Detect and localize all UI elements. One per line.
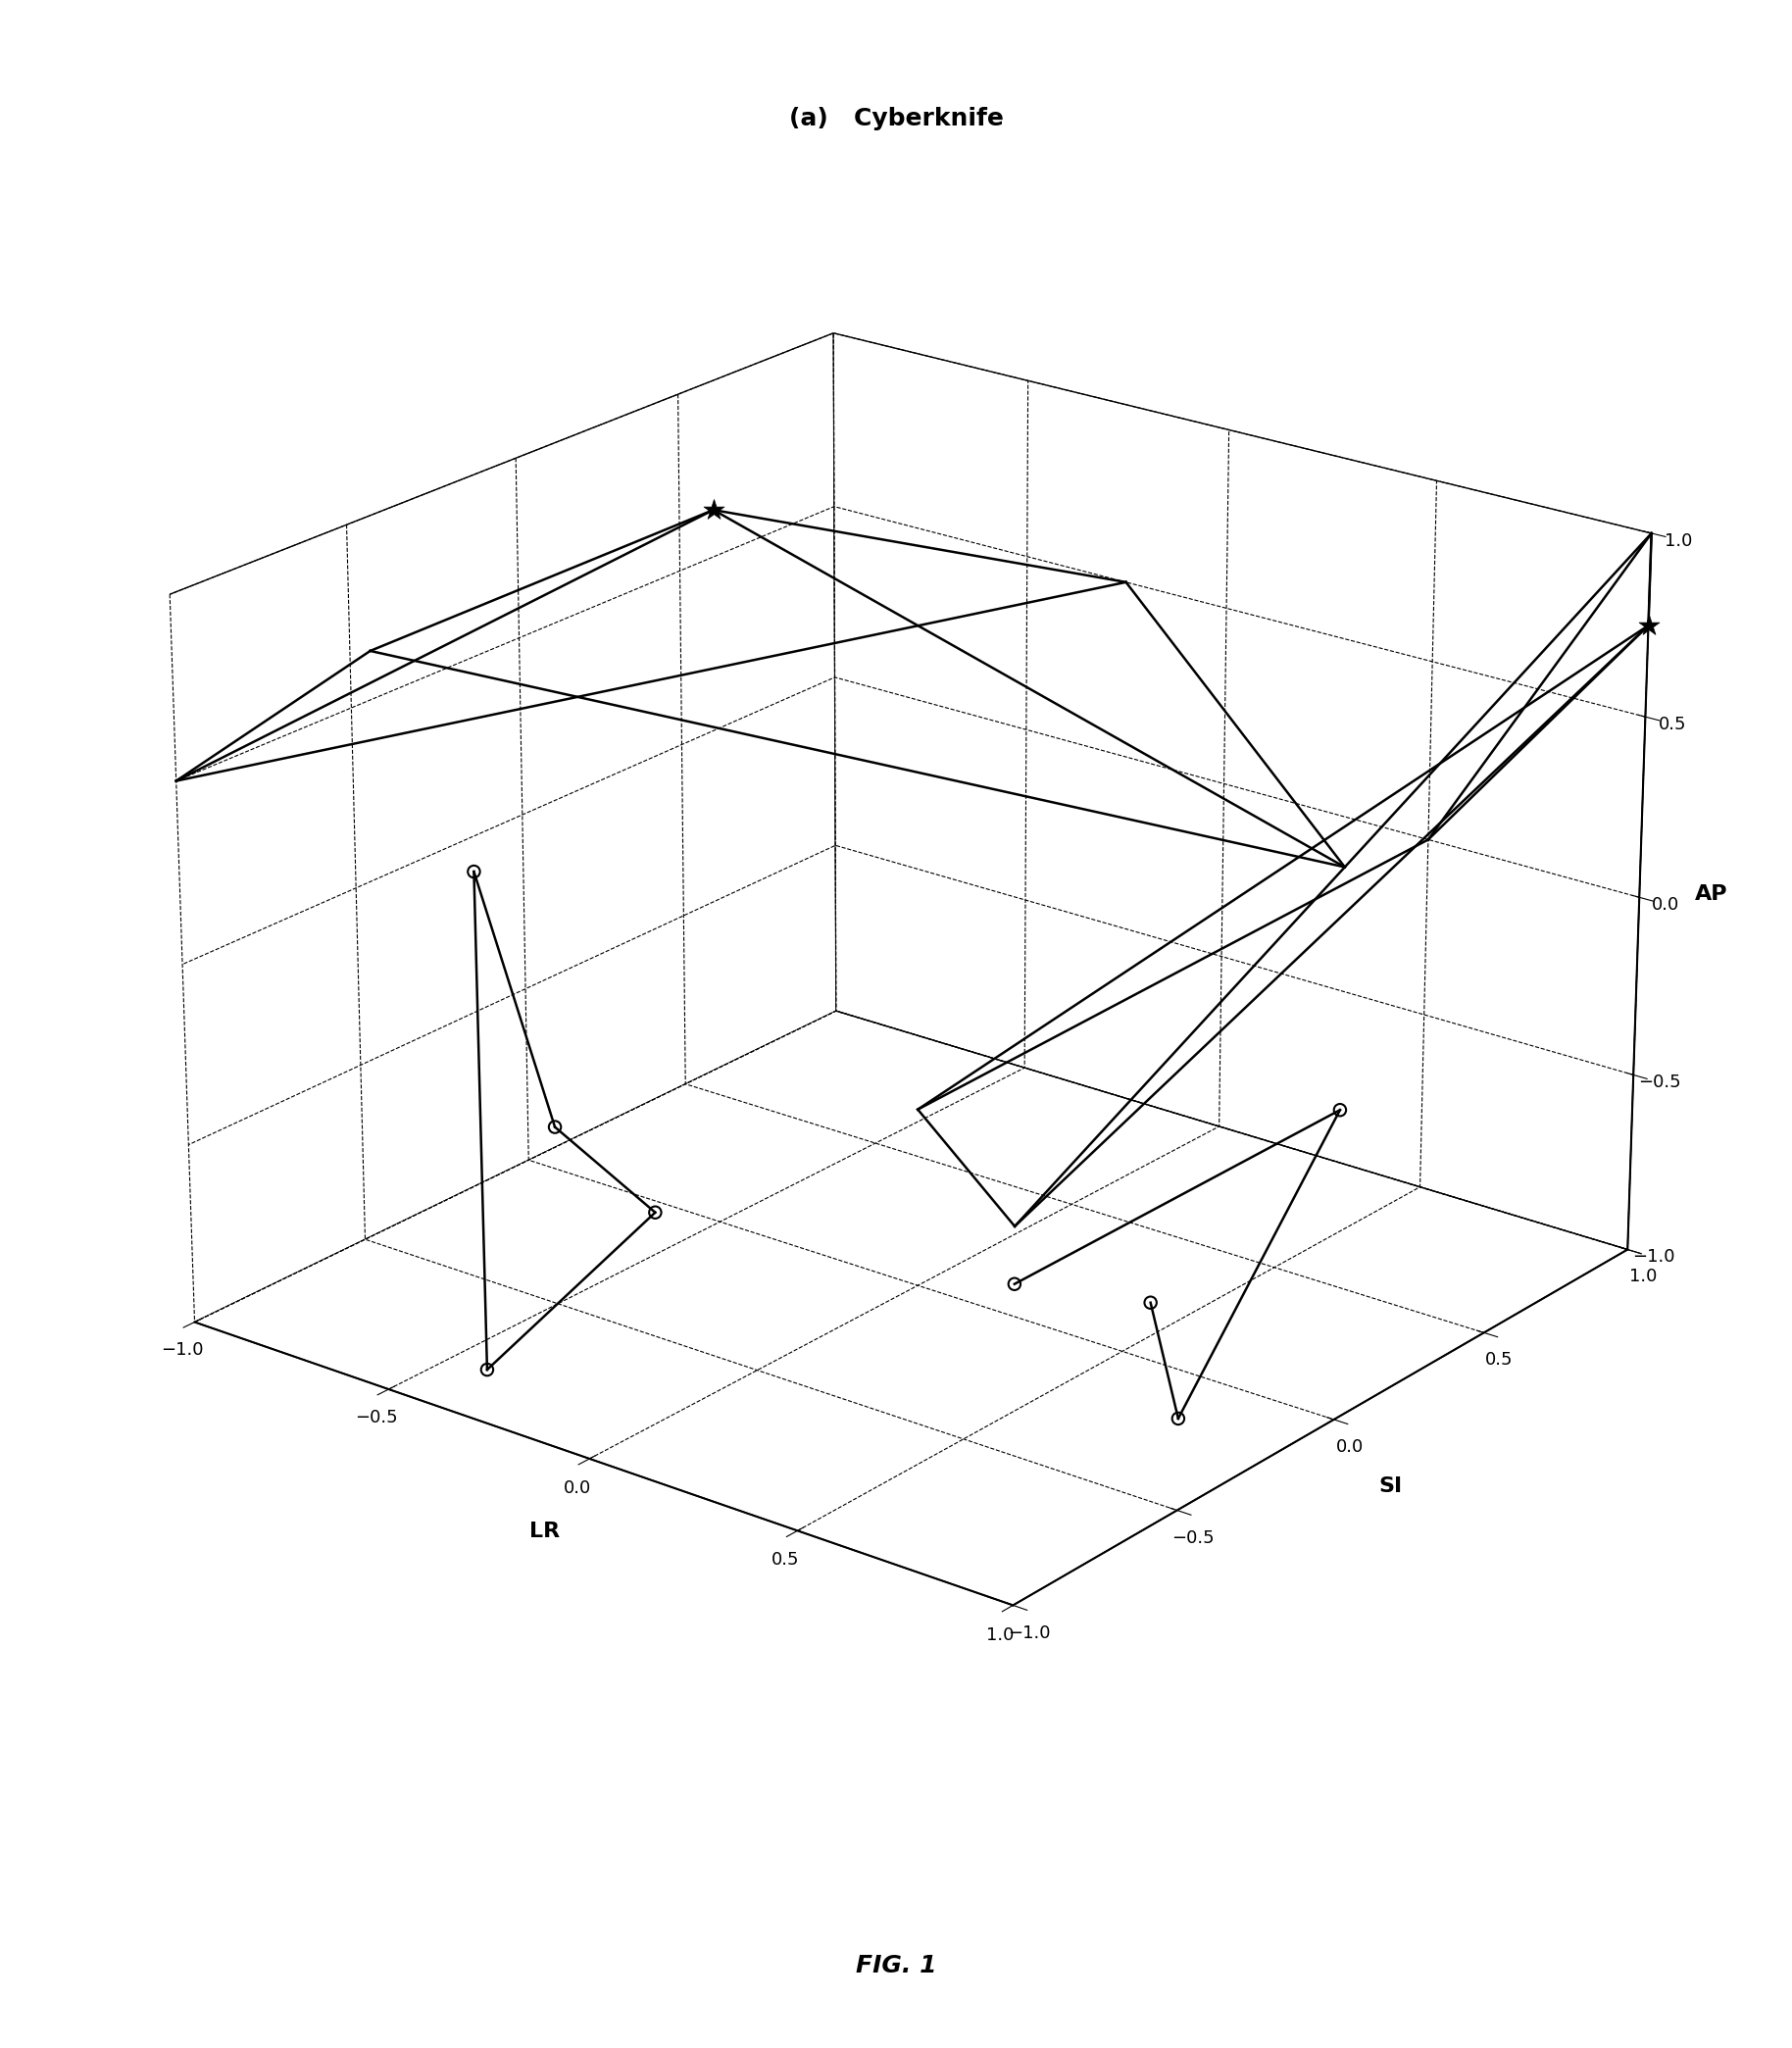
Y-axis label: SI: SI (1378, 1477, 1401, 1495)
X-axis label: LR: LR (529, 1522, 559, 1540)
Text: FIG. 1: FIG. 1 (855, 1954, 937, 1978)
Title: (a)   Cyberknife: (a) Cyberknife (788, 106, 1004, 131)
